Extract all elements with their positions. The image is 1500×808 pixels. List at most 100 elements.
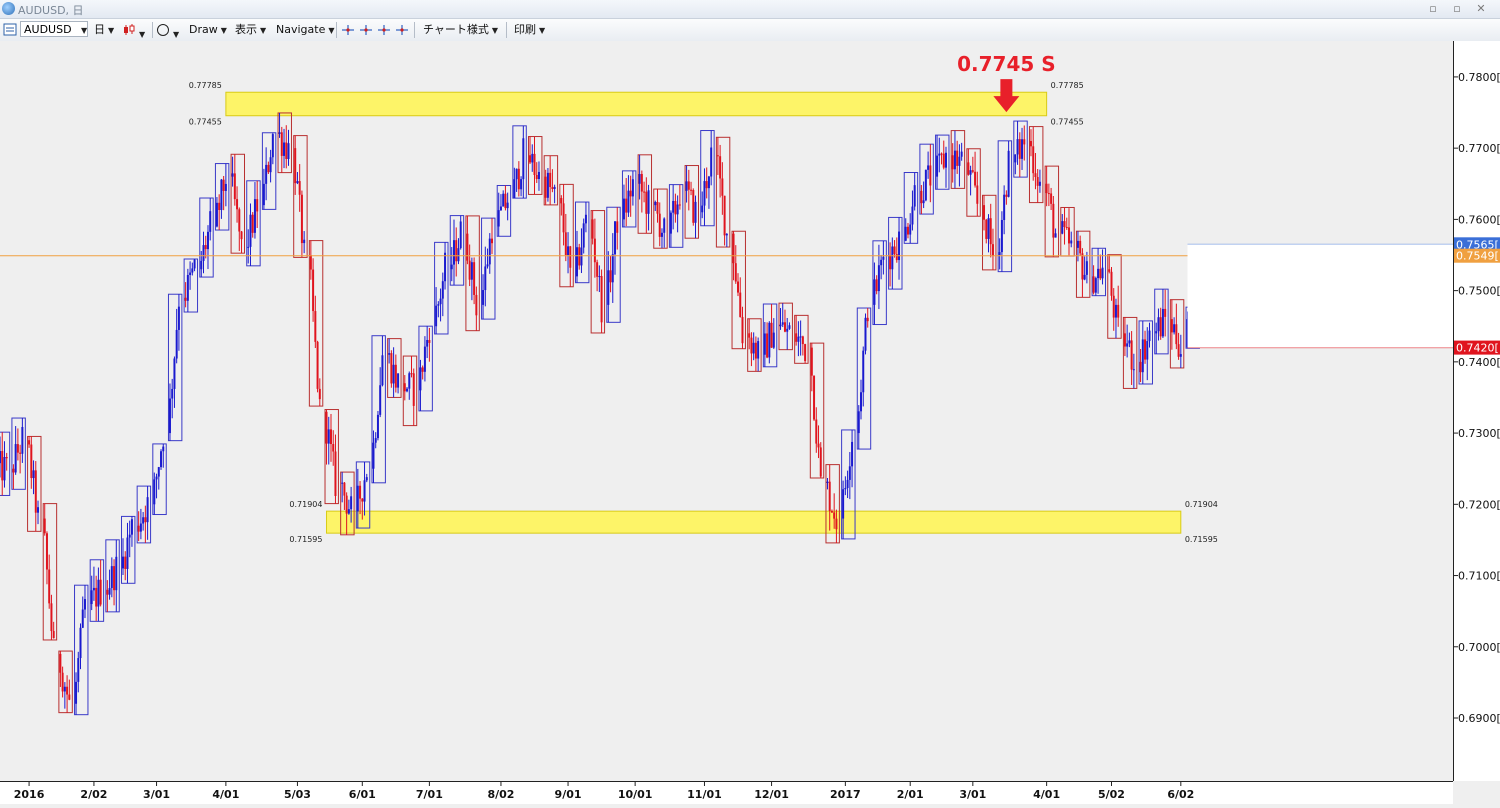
weekly-box	[277, 112, 292, 174]
candle-body	[1094, 278, 1097, 293]
candle-body	[126, 537, 129, 569]
candle-body	[184, 297, 187, 301]
candle-body	[1175, 324, 1178, 345]
candle-body	[294, 148, 297, 184]
candle-body	[1014, 154, 1017, 163]
candle-body	[723, 195, 726, 236]
candle-body	[278, 132, 281, 134]
candle-body	[66, 686, 69, 695]
candle-body	[1157, 317, 1160, 332]
weekly-box	[841, 429, 856, 540]
time-tick-label: 9/01	[555, 788, 582, 801]
candle-body	[374, 438, 377, 443]
candle-body	[128, 534, 131, 538]
weekly-box	[1107, 254, 1122, 339]
candle-body	[220, 179, 223, 211]
candle-body	[880, 259, 883, 266]
close-button[interactable]: ✕	[1476, 2, 1486, 15]
candle-body	[37, 507, 40, 513]
candle-body	[835, 518, 838, 530]
symbol-dropdown-icon[interactable]: ▼	[81, 26, 88, 35]
candle-body	[1123, 333, 1126, 347]
candle-body	[864, 317, 867, 351]
candle-body	[983, 205, 986, 220]
candle-body	[437, 304, 440, 306]
candle-body	[529, 155, 532, 163]
weekly-box	[809, 342, 825, 479]
price-tick-label: 0.7300[	[1458, 427, 1500, 440]
candle-style-button[interactable]: ▼	[122, 21, 145, 39]
candle-body	[303, 239, 306, 244]
circle-tool-button[interactable]: ▼	[156, 21, 179, 39]
price-tag	[1454, 237, 1500, 252]
draw-menu[interactable]: Draw ▼	[189, 21, 227, 39]
candle-body	[786, 328, 789, 332]
time-tick-label: 3/01	[143, 788, 170, 801]
weekly-box	[668, 184, 684, 248]
candle-body	[533, 153, 536, 175]
candle-body	[309, 255, 312, 270]
candle-body	[262, 183, 265, 206]
view-menu[interactable]: 表示 ▼	[235, 21, 266, 39]
candle-body	[598, 276, 601, 278]
weekly-box	[778, 302, 793, 351]
minimize-button[interactable]: ▫	[1429, 2, 1437, 15]
candle-body	[115, 556, 118, 591]
price-chart[interactable]: 0.77785 0.77455 0.77785 0.77455 0.71904 0.715…	[0, 41, 1454, 781]
candle-body	[155, 476, 158, 480]
symbol-select[interactable]: AUDUSD	[20, 21, 88, 37]
candlestick-chart[interactable]: 0.77785 0.77455 0.77785 0.77455 0.71904 0.715…	[0, 41, 1453, 781]
candle-body	[403, 383, 406, 392]
candle-body	[813, 375, 816, 420]
candle-body	[200, 260, 203, 270]
annotation-label: 0.7745 S	[957, 52, 1056, 76]
weekly-box	[418, 325, 433, 412]
candle-body	[643, 191, 646, 193]
zoom-tools[interactable]	[340, 21, 410, 39]
candle-body	[408, 373, 411, 389]
navigate-label: Navigate	[276, 23, 326, 36]
time-axis[interactable]: 2016 2/02 3/01 4/01 5/03 6/01 7/01 8/02 9/01 10/0…	[0, 781, 1453, 804]
navigate-menu[interactable]: Navigate ▼	[276, 21, 335, 39]
weekly-box	[89, 559, 105, 622]
candle-body	[99, 579, 102, 605]
price-axis[interactable]: 0.7800[0.7700[0.7600[0.7500[0.7400[0.730…	[1454, 41, 1500, 781]
candle-body	[314, 311, 317, 342]
candle-body	[209, 211, 212, 232]
weekly-box	[762, 303, 778, 368]
candle-body	[828, 481, 831, 512]
candle-body	[737, 281, 740, 293]
price-tick-label: 0.7600[	[1458, 213, 1500, 226]
weekly-box	[1044, 165, 1060, 258]
candle-body	[1065, 226, 1068, 228]
zone-label-top: 0.77785	[189, 81, 222, 90]
candle-body	[1146, 341, 1149, 360]
maximize-button[interactable]: ▫	[1453, 2, 1461, 15]
candle-body	[1007, 150, 1010, 197]
print-menu[interactable]: 印刷 ▼	[514, 21, 545, 39]
candle-body	[1128, 340, 1131, 344]
weekly-box	[997, 140, 1013, 273]
weekly-box	[825, 464, 840, 544]
candle-body	[687, 181, 690, 190]
candle-body	[1110, 271, 1113, 296]
candle-body	[280, 132, 283, 156]
candle-body	[846, 479, 849, 489]
price-lines-layer	[0, 243, 1453, 349]
chart-icon	[3, 21, 17, 39]
chart-style-menu[interactable]: チャート様式 ▼	[423, 21, 498, 39]
candle-body	[265, 164, 268, 184]
candle-body	[904, 226, 907, 241]
candle-body	[1018, 139, 1021, 159]
candle-body	[707, 176, 710, 189]
period-button[interactable]: 日 ▼	[94, 21, 114, 39]
candle-body	[251, 214, 254, 233]
time-tick-label: 3/01	[959, 788, 986, 801]
candle-body	[721, 178, 724, 196]
candle-body	[233, 173, 236, 200]
time-axis-svg: 2016 2/02 3/01 4/01 5/03 6/01 7/01 8/02 9/01 10/0…	[14, 782, 1194, 801]
candle-body	[1097, 268, 1100, 279]
price-tag	[1454, 248, 1500, 263]
candle-body	[875, 279, 878, 292]
weekly-box	[121, 515, 136, 584]
